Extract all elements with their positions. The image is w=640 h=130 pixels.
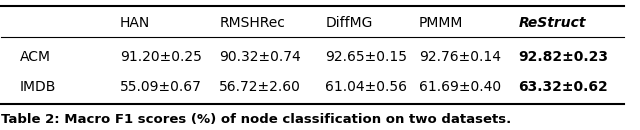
Text: IMDB: IMDB	[20, 80, 56, 94]
Text: 55.09±0.67: 55.09±0.67	[120, 80, 202, 94]
Text: RMSHRec: RMSHRec	[220, 16, 285, 30]
Text: PMMM: PMMM	[419, 16, 463, 30]
Text: Table 2: Macro F1 scores (%) of node classification on two datasets.: Table 2: Macro F1 scores (%) of node cla…	[1, 113, 511, 126]
Text: DiffMG: DiffMG	[325, 16, 372, 30]
Text: 92.65±0.15: 92.65±0.15	[325, 50, 407, 64]
Text: 63.32±0.62: 63.32±0.62	[518, 80, 608, 94]
Text: 61.04±0.56: 61.04±0.56	[325, 80, 407, 94]
Text: 90.32±0.74: 90.32±0.74	[220, 50, 301, 64]
Text: ReStruct: ReStruct	[518, 16, 586, 30]
Text: ACM: ACM	[20, 50, 51, 64]
Text: 56.72±2.60: 56.72±2.60	[220, 80, 301, 94]
Text: 61.69±0.40: 61.69±0.40	[419, 80, 501, 94]
Text: 92.82±0.23: 92.82±0.23	[518, 50, 609, 64]
Text: 91.20±0.25: 91.20±0.25	[120, 50, 202, 64]
Text: HAN: HAN	[120, 16, 150, 30]
Text: 92.76±0.14: 92.76±0.14	[419, 50, 500, 64]
